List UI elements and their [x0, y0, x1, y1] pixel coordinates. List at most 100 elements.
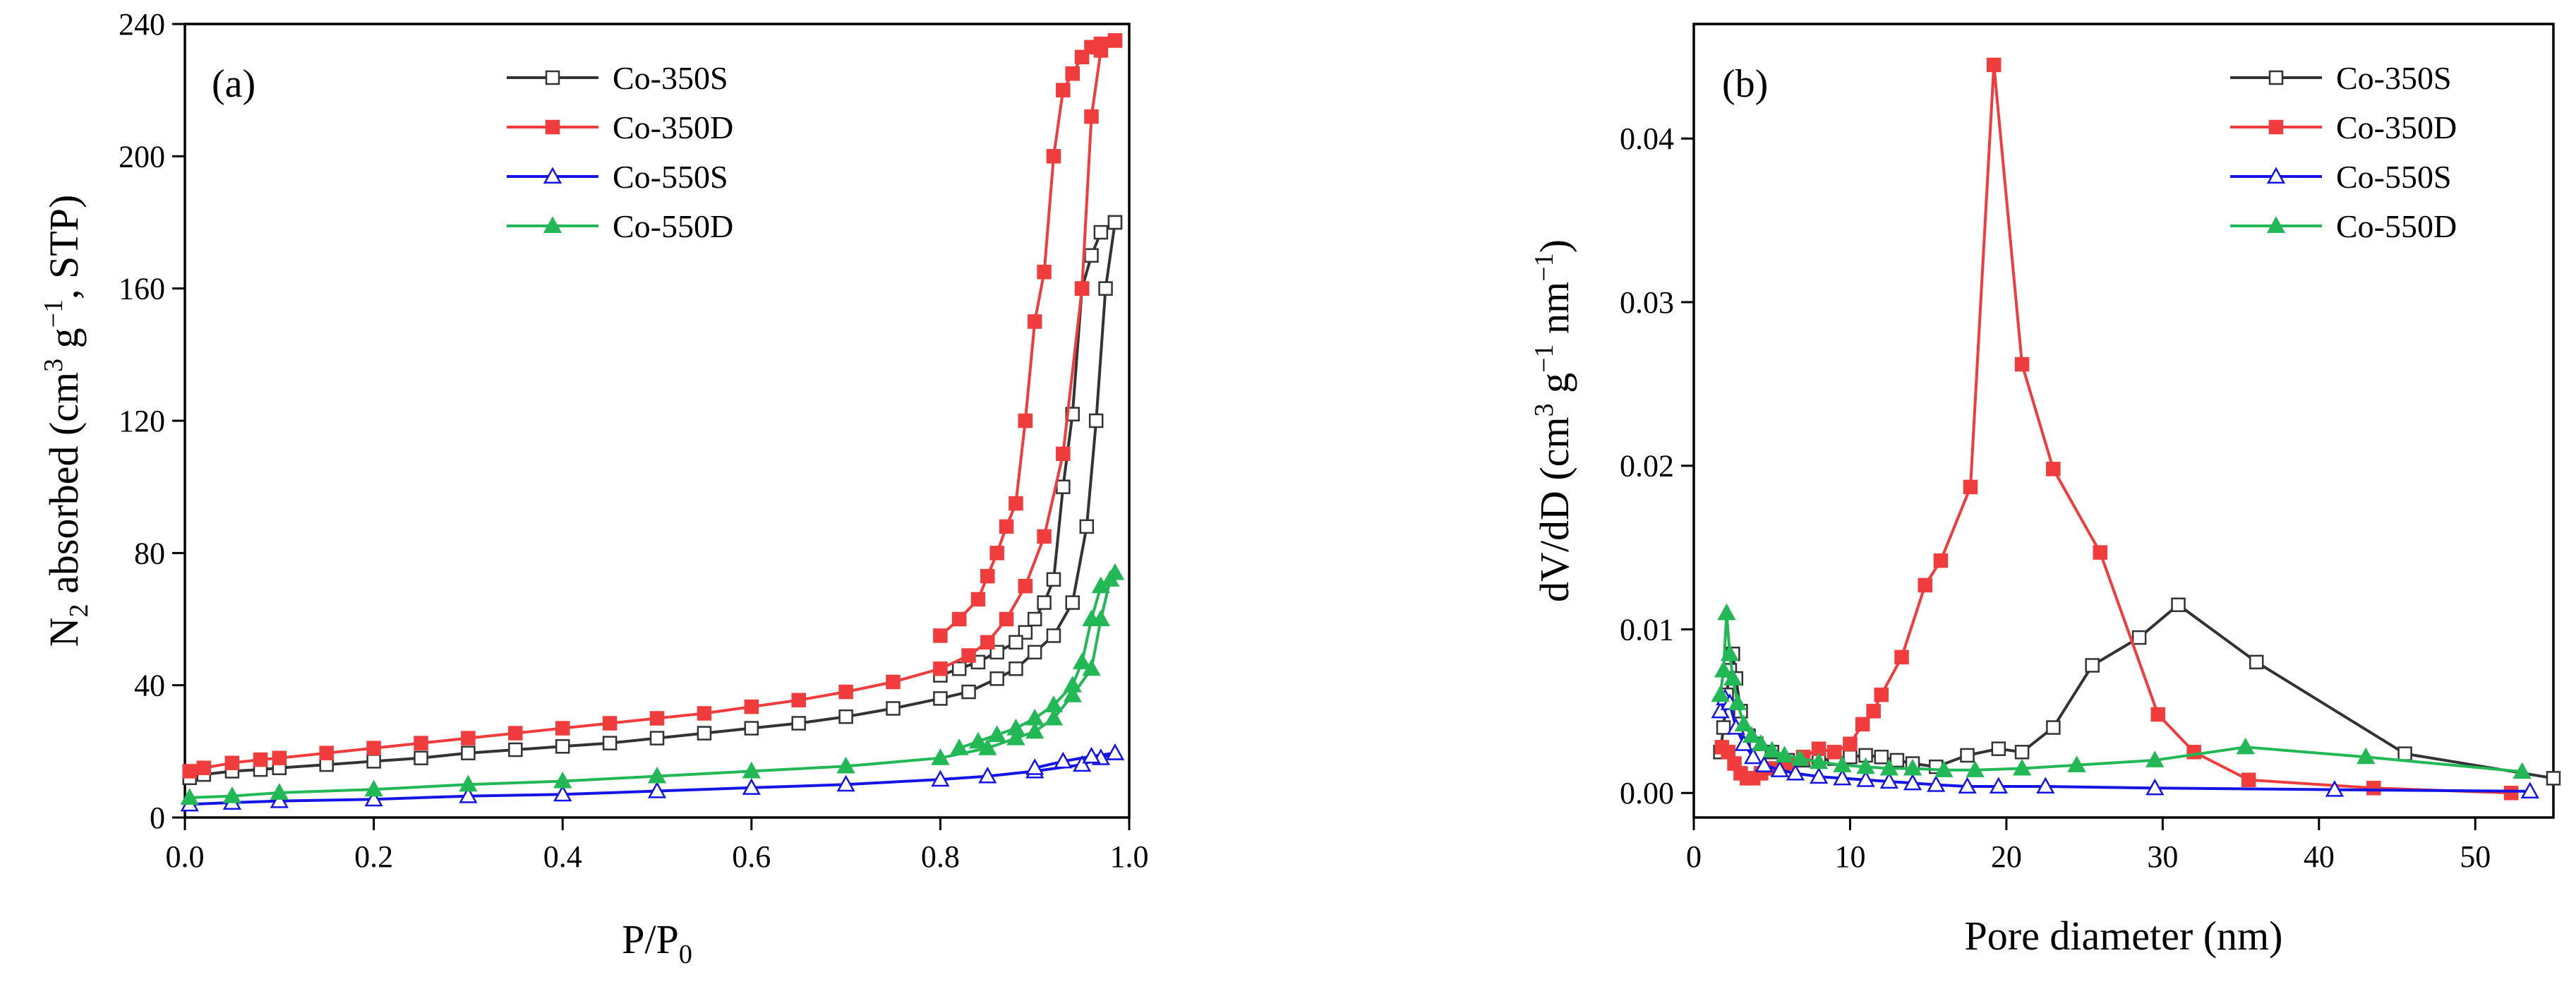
- panel-b-Co-550D-point: [1714, 660, 1733, 678]
- panel-a-Co-350S-point: [744, 721, 759, 736]
- panel-b-x-tick-label: 50: [2460, 839, 2491, 874]
- panel-b-Co-350D-point: [1855, 717, 1870, 732]
- panel-a-Co-550S-point: [1054, 751, 1073, 769]
- panel-a-series-Co-550D: [180, 563, 1125, 805]
- panel-a-Co-550D-point: [1025, 721, 1045, 739]
- panel-a-Co-350D-point: [980, 568, 995, 584]
- panel-a-Co-350D-point: [1056, 446, 1071, 462]
- panel-b-Co-550D-point: [1742, 726, 1762, 743]
- panel-b-Co-550D-point: [2236, 737, 2255, 755]
- panel-b-Co-350S-point: [2397, 746, 2412, 761]
- panel-b-Co-550S-point: [1786, 763, 1805, 781]
- panel-b-Co-350D-point: [1874, 687, 1889, 702]
- panel-a-y-tick-label: 0: [150, 801, 165, 835]
- panel-b-Co-550S-point: [1744, 747, 1763, 765]
- panel-a-Co-350D-point: [508, 726, 523, 741]
- panel-a-Co-350S-point: [508, 742, 523, 758]
- panel-a-Co-550D-point: [987, 725, 1006, 742]
- panel-b-Co-550D-point: [1879, 758, 1898, 776]
- panel-a-Co-350D-point: [886, 674, 901, 690]
- panel-a-Co-550D-point: [1006, 718, 1025, 736]
- panel-a-Co-550S-point: [1072, 755, 1092, 772]
- panel-a-Co-350S-line-adsorption: [189, 222, 1117, 779]
- panel-a-Co-550S-point: [931, 770, 950, 787]
- panel-b-Co-550D-point: [1833, 755, 1852, 772]
- panel-a-Co-550D-point: [1105, 563, 1125, 580]
- panel-a-Co-550D-point: [931, 748, 950, 765]
- panel-a-Co-350D-point: [744, 699, 759, 714]
- panel-b-Co-550S-point: [1833, 768, 1852, 786]
- panel-a-Co-350S-point: [697, 726, 712, 741]
- panel-b-Co-550S-point: [2145, 778, 2165, 796]
- panel-a-Co-350S-point: [1027, 611, 1042, 627]
- panel-a-Co-350D-point: [999, 519, 1014, 534]
- panel-a-Co-350S-point: [933, 691, 948, 706]
- panel-a-Co-550D-point: [742, 761, 761, 779]
- panel-a-y-tick-label: 80: [134, 536, 165, 570]
- panel-b-Co-350S-point: [2171, 597, 2186, 612]
- panel-a-Co-350D-point: [196, 760, 212, 775]
- panel-a-Co-350D-point: [1018, 413, 1033, 429]
- panel-b-Co-350D-point: [2014, 357, 2030, 372]
- panel-a-Co-350D-point: [980, 635, 995, 650]
- panel-a-legend-label-Co-350D: Co-350D: [613, 109, 733, 145]
- panel-b-pore-size-chart: 0 10 20 30 40 50 0.00 0.01 0.02 0.03 0.04 (b) Co-3…: [1529, 23, 2561, 959]
- panel-b-legend-label-Co-550S: Co-550S: [2336, 159, 2452, 195]
- panel-b-y-tick-label: 0.02: [1620, 449, 1674, 484]
- panel-b-Co-550S-point: [1755, 755, 1774, 772]
- panel-b-Co-550S-point: [2325, 780, 2345, 797]
- panel-b-legend-marker-Co-550S: [2266, 167, 2286, 184]
- panel-b-legend: Co-350S Co-350D Co-550S Co-550D: [2230, 60, 2457, 244]
- panel-b-Co-350D-point: [1986, 57, 2002, 73]
- panel-b-x-axis-label: Pore diameter (nm): [1965, 913, 2283, 959]
- panel-a-x-tick-label: 0.8: [921, 839, 960, 874]
- panel-a-Co-350D-point: [989, 546, 1004, 561]
- panel-a-Co-550S-point: [1105, 743, 1125, 760]
- panel-b-Co-550S-point: [2520, 782, 2539, 798]
- panel-b-legend-label-Co-350D: Co-350D: [2336, 109, 2457, 145]
- panel-a-Co-350S-point: [1088, 413, 1104, 429]
- panel-b-series-Co-550S: [1711, 688, 2539, 798]
- panel-b-Co-350S-point: [1874, 750, 1889, 765]
- panel-a-x-tick-label: 0.2: [354, 839, 393, 874]
- panel-a-Co-350D-point: [933, 661, 948, 676]
- panel-b-Co-550D-point: [1728, 693, 1747, 710]
- panel-a-Co-350S-point: [1009, 635, 1023, 650]
- panel-a-Co-350D-point: [697, 706, 712, 721]
- panel-b-y-axis-label: dV/dD (cm3 g−1 nm−1): [1529, 239, 1577, 602]
- panel-b-Co-550S-point: [1770, 760, 1789, 777]
- panel-b-legend-marker-Co-350S: [2268, 70, 2284, 85]
- panel-a-legend-label-Co-550D: Co-550D: [613, 208, 733, 244]
- panel-a-label: (a): [212, 62, 255, 106]
- panel-a-Co-350D-point: [253, 752, 268, 767]
- panel-a-Co-550S-point: [1025, 758, 1045, 775]
- panel-a-Co-350D-point: [838, 684, 853, 700]
- panel-b-legend-marker-Co-350D: [2268, 119, 2284, 135]
- panel-a-Co-550D-point: [968, 731, 988, 749]
- panel-b-legend-label-Co-350S: Co-350S: [2336, 60, 2452, 96]
- panel-a-legend-label-Co-350S: Co-350S: [613, 60, 728, 96]
- panel-a-legend-marker-Co-550D: [543, 216, 562, 234]
- panel-a-series-Co-350D: [182, 33, 1123, 779]
- panel-a-Co-350D-point: [1065, 66, 1080, 81]
- panel-a-Co-350D-point: [1037, 529, 1052, 544]
- panel-a-Co-550D-point: [1044, 708, 1064, 726]
- panel-a-Co-350S-point: [951, 661, 967, 676]
- panel-a-Co-550D-point: [1072, 652, 1092, 669]
- panel-b-y-tick-label: 0.01: [1620, 612, 1674, 647]
- panel-a-Co-350S-point: [1046, 628, 1061, 643]
- panel-b-Co-350D-point: [2366, 781, 2381, 796]
- panel-a-Co-350D-point: [182, 764, 197, 779]
- panel-a-Co-550D-point: [836, 756, 855, 774]
- panel-b-Co-350D-point: [2093, 545, 2108, 560]
- panel-a-x-tick-label: 0.0: [166, 839, 205, 874]
- panel-a-Co-350D-point: [791, 693, 806, 707]
- panel-b-series-Co-350D: [1714, 57, 2519, 801]
- panel-b-y-tick-label: 0.04: [1620, 121, 1674, 156]
- panel-a-Co-350S-point: [1107, 215, 1123, 230]
- panel-a-Co-550S-point: [978, 766, 997, 784]
- panel-a-Co-350D-point: [1074, 281, 1090, 296]
- panel-b-Co-350S-point: [1991, 741, 2006, 756]
- panel-a-x-tick-label: 0.4: [543, 839, 582, 874]
